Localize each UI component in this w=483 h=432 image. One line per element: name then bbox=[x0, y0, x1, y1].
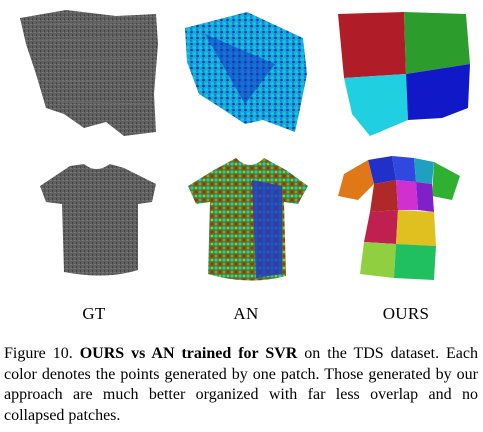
ours-tshirt-panel bbox=[330, 152, 480, 288]
an-tshirt-pointcloud bbox=[188, 158, 308, 281]
gt-tshirt-panel bbox=[26, 160, 166, 288]
caption-prefix: Figure 10. bbox=[4, 345, 73, 362]
caption-text: on the TDS dataset. Each color denotes t… bbox=[4, 345, 479, 424]
figure: GT AN OURS bbox=[6, 4, 480, 323]
ours-skirt-panel bbox=[330, 4, 480, 144]
gt-tshirt-pointcloud bbox=[40, 164, 156, 276]
caption-bold: OURS vs AN trained for SVR bbox=[79, 345, 298, 362]
column-label-ours: OURS bbox=[382, 304, 430, 323]
an-tshirt-panel bbox=[178, 150, 318, 288]
ours-tshirt-pointcloud bbox=[338, 156, 460, 280]
an-skirt-panel bbox=[175, 4, 315, 144]
column-label-an: AN bbox=[233, 304, 259, 323]
gt-skirt-panel bbox=[6, 4, 166, 144]
an-skirt-pointcloud bbox=[185, 12, 307, 132]
gt-skirt-pointcloud bbox=[20, 10, 158, 136]
figure-caption: Figure 10. OURS vs AN trained for SVR on… bbox=[4, 344, 478, 426]
ours-skirt-pointcloud bbox=[338, 12, 470, 136]
column-label-gt: GT bbox=[82, 304, 106, 323]
